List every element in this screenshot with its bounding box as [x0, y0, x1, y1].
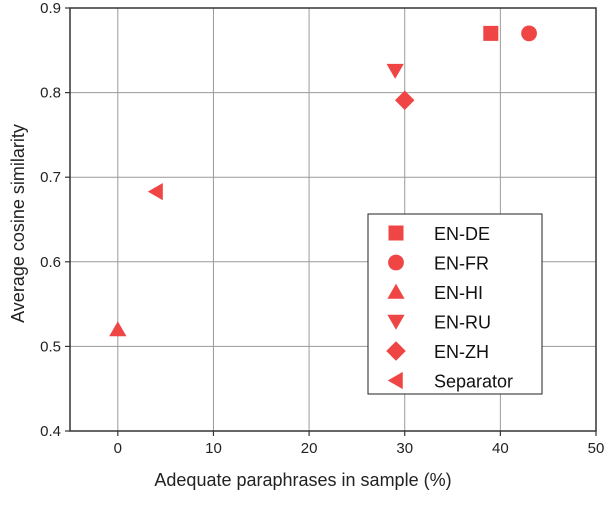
legend-marker	[387, 371, 403, 390]
legend-label: EN-ZH	[434, 342, 489, 362]
legend-label: EN-FR	[434, 254, 489, 274]
x-tick-label: 40	[492, 440, 509, 457]
x-tick-label: 10	[205, 440, 222, 457]
legend-marker	[388, 225, 404, 241]
data-point-en-zh	[394, 90, 415, 110]
x-axis-title: Adequate paraphrases in sample (%)	[154, 470, 451, 490]
legend-label: Separator	[434, 372, 513, 392]
plot-frame	[69, 7, 597, 432]
y-tick-label: 0.7	[40, 169, 61, 186]
legend-marker	[386, 341, 406, 361]
legend-label: EN-HI	[434, 283, 483, 303]
axis-ticks: 0 10 20 30 40 50 0.4 0.5 0.6 0.7 0.8 0.9	[40, 0, 604, 457]
x-tick-label: 20	[301, 440, 318, 457]
x-tick-label: 50	[588, 440, 604, 457]
legend-marker	[387, 314, 405, 330]
y-tick-label: 0.4	[40, 423, 61, 440]
y-tick-label: 0.6	[40, 254, 61, 271]
data-point-en-ru	[386, 63, 404, 79]
legend-label: EN-DE	[434, 224, 490, 244]
data-point-en-de	[483, 25, 499, 41]
y-tick-label: 0.8	[40, 85, 61, 102]
data-points	[109, 25, 537, 337]
y-axis-title: Average cosine similarity	[8, 124, 28, 323]
legend-label: EN-RU	[434, 313, 491, 333]
y-tick-label: 0.9	[40, 0, 61, 17]
legend-box	[367, 213, 543, 395]
x-tick-label: 0	[114, 440, 122, 457]
legend-marker	[388, 254, 404, 271]
legend-marker	[387, 283, 405, 299]
data-point-en-fr	[521, 25, 537, 42]
data-point-en-hi	[109, 321, 127, 337]
y-tick-label: 0.5	[40, 338, 61, 355]
legend: EN-DE EN-FR EN-HI EN-RU EN-ZH Separator	[367, 213, 543, 395]
x-tick-label: 30	[396, 440, 413, 457]
data-point-separator	[147, 182, 163, 201]
